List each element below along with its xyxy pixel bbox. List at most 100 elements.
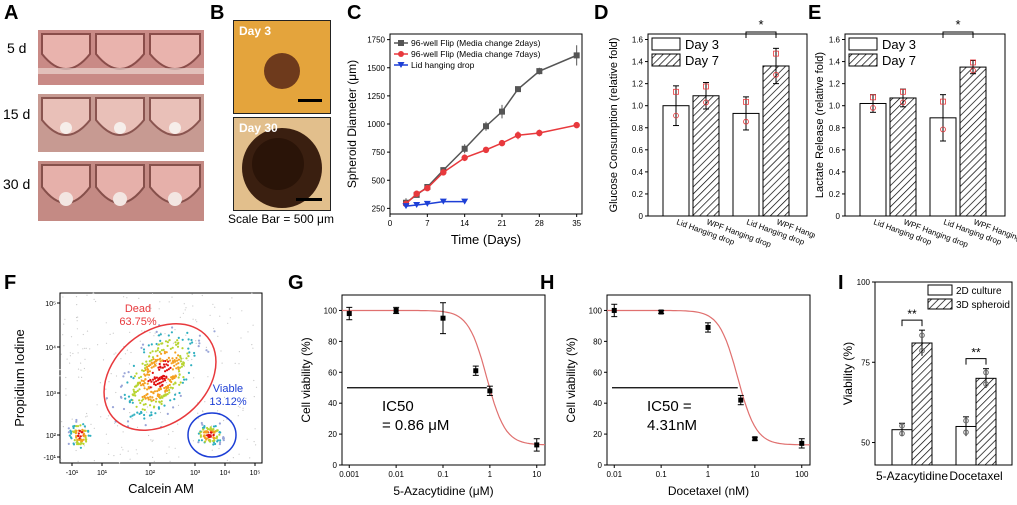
event-dot (82, 432, 86, 435)
event-dot (143, 408, 146, 411)
event-dot (72, 431, 76, 434)
event-dot (87, 430, 90, 433)
event-dot (124, 397, 127, 400)
background-dot (195, 340, 197, 342)
significance-marker: * (955, 20, 960, 32)
event-dot (177, 366, 180, 369)
gate-percent: 63.75% (119, 316, 157, 328)
y-tick-label: 750 (372, 148, 386, 157)
event-dot (156, 379, 160, 382)
panel-label-h: H (540, 272, 555, 294)
background-dot (93, 292, 95, 295)
background-dot (185, 334, 187, 336)
event-dot (155, 397, 158, 400)
event-dot (178, 373, 181, 376)
replicate-point (703, 99, 709, 106)
legend-label: 96-well Flip (Media change 2days) (411, 38, 541, 48)
background-dot (65, 388, 67, 390)
event-dot (67, 427, 70, 430)
background-dot (192, 440, 194, 442)
background-dot (129, 331, 131, 333)
event-dot (166, 341, 169, 344)
background-dot (175, 392, 177, 394)
event-dot (185, 378, 188, 381)
y-axis-title: Lactate Release (relative fold) (815, 52, 826, 198)
event-dot (158, 358, 161, 361)
event-dot (152, 391, 155, 394)
legend-label: Day 7 (882, 53, 916, 68)
event-dot (89, 434, 92, 437)
background-dot (141, 330, 143, 332)
event-dot (177, 368, 180, 371)
x-tick-label: 10² (145, 470, 156, 477)
event-dot (153, 405, 156, 408)
replicate-point (940, 126, 946, 133)
photo-30d-wells (38, 161, 204, 221)
background-dot (195, 319, 197, 321)
replicate-point (970, 59, 976, 66)
replicate-point (963, 417, 969, 424)
event-dot (105, 397, 108, 400)
event-dot (154, 358, 157, 362)
event-dot (165, 385, 168, 389)
background-dot (65, 376, 67, 379)
data-point (752, 436, 758, 442)
replicate-point (900, 99, 906, 106)
event-dot (204, 440, 207, 443)
event-dot (165, 376, 168, 379)
background-dot (221, 362, 223, 364)
event-dot (126, 420, 130, 423)
event-dot (141, 362, 144, 365)
event-dot (221, 437, 225, 440)
event-dot (157, 334, 161, 337)
event-dot (134, 385, 138, 388)
background-dot (245, 397, 247, 399)
event-dot (171, 386, 174, 390)
y-tick-label: 1.0 (632, 102, 644, 111)
event-dot (149, 378, 152, 382)
event-dot (159, 360, 162, 363)
event-dot (127, 371, 130, 374)
event-dot (179, 381, 182, 384)
background-dot (220, 350, 222, 352)
background-dot (182, 312, 184, 314)
event-dot (146, 382, 149, 385)
event-dot (212, 443, 215, 446)
event-dot (159, 339, 162, 342)
event-dot (160, 402, 163, 406)
y-tick-label: 100 (324, 306, 338, 315)
data-point (461, 145, 468, 152)
background-dot (126, 349, 128, 351)
background-dot (150, 418, 152, 420)
event-dot (200, 421, 203, 425)
background-dot (212, 403, 214, 405)
event-dot (153, 390, 157, 393)
event-dot (67, 431, 70, 434)
background-dot (96, 404, 98, 406)
background-dot (63, 345, 65, 347)
background-dot (185, 307, 187, 309)
legend-label: Day 7 (685, 53, 719, 68)
background-dot (80, 369, 82, 371)
background-dot (182, 357, 184, 359)
data-point (413, 190, 420, 197)
event-dot (160, 352, 163, 355)
background-dot (113, 455, 115, 457)
x-tick-label: 1 (488, 470, 493, 479)
event-dot (161, 359, 164, 362)
background-dot (122, 449, 124, 451)
event-dot (182, 376, 185, 379)
event-dot (162, 380, 165, 383)
event-dot (168, 359, 172, 362)
y-tick-label: 500 (372, 176, 386, 185)
x-tick-label: 10⁵ (250, 470, 261, 477)
event-dot (164, 394, 167, 397)
event-dot (81, 439, 84, 442)
data-point (423, 200, 431, 207)
event-dot (76, 425, 80, 428)
event-dot (147, 387, 151, 390)
event-dot (169, 366, 172, 369)
event-dot (174, 382, 177, 385)
event-dot (164, 390, 167, 393)
event-dot (177, 376, 180, 379)
